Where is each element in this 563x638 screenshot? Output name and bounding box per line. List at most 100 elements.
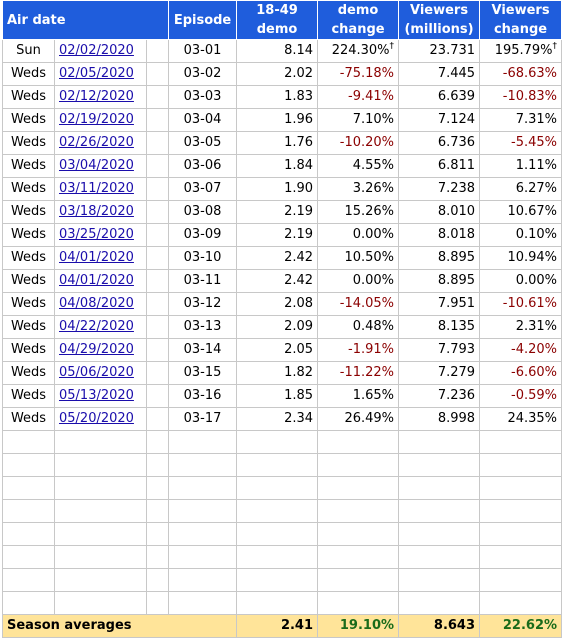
blank-cell [145, 361, 170, 385]
air-day: Weds [2, 269, 55, 293]
air-date-link[interactable]: 02/12/2020 [59, 89, 134, 104]
demo-change-cell: 1.65% [317, 384, 400, 408]
empty-cell [145, 430, 170, 454]
demo-change-cell: -14.05% [317, 292, 400, 316]
air-date-link[interactable]: 04/08/2020 [59, 296, 134, 311]
table-row: Weds 02/05/2020 03-02 2.02 -75.18% 7.445 -68.6… [2, 62, 563, 86]
empty-row [2, 430, 563, 454]
air-date-link[interactable]: 03/18/2020 [59, 204, 134, 219]
demo-cell: 2.19 [236, 200, 319, 224]
air-date-cell: 04/08/2020 [54, 292, 147, 316]
empty-cell [145, 476, 170, 500]
air-date-cell: 02/05/2020 [54, 62, 147, 86]
air-day: Weds [2, 154, 55, 178]
viewers-cell: 6.736 [398, 131, 481, 155]
episode-cell: 03-14 [168, 338, 238, 362]
empty-cell [317, 591, 400, 615]
air-date-link[interactable]: 02/26/2020 [59, 135, 134, 150]
air-date-link[interactable]: 03/25/2020 [59, 227, 134, 242]
empty-cell [479, 430, 563, 454]
episode-cell: 03-10 [168, 246, 238, 270]
demo-cell: 2.02 [236, 62, 319, 86]
demo-change-cell: 26.49% [317, 407, 400, 431]
viewers-cell: 6.639 [398, 85, 481, 109]
air-date-cell: 02/12/2020 [54, 85, 147, 109]
viewers-change-value: 0.00% [515, 273, 558, 288]
viewers-change-value: 24.35% [507, 411, 558, 426]
header-demo-change[interactable]: demo change [317, 0, 400, 40]
viewers-cell: 6.811 [398, 154, 481, 178]
viewers-cell: 7.236 [398, 384, 481, 408]
empty-cell [236, 499, 319, 523]
demo-change-cell: -9.41% [317, 85, 400, 109]
season-averages-row: Season averages 2.41 19.10% 8.643 22.62% [1, 614, 563, 638]
header-demo[interactable]: 18-49 demo [236, 0, 319, 40]
air-date-link[interactable]: 03/11/2020 [59, 181, 134, 196]
viewers-change-cell: 0.10% [479, 223, 563, 247]
empty-cell [317, 522, 400, 546]
header-episode[interactable]: Episode [168, 0, 238, 40]
empty-cell [145, 591, 170, 615]
demo-cell: 1.96 [236, 108, 319, 132]
air-date-link[interactable]: 02/02/2020 [59, 43, 134, 58]
viewers-change-value: -68.63% [502, 66, 558, 81]
air-date-link[interactable]: 05/06/2020 [59, 365, 134, 380]
viewers-change-cell: 24.35% [479, 407, 563, 431]
air-date-link[interactable]: 05/20/2020 [59, 411, 134, 426]
episode-cell: 03-07 [168, 177, 238, 201]
empty-cell [398, 430, 481, 454]
header-air-date[interactable]: Air date [1, 0, 170, 40]
empty-cell [2, 499, 55, 523]
empty-cell [2, 522, 55, 546]
air-date-link[interactable]: 05/13/2020 [59, 388, 134, 403]
demo-change-cell: -75.18% [317, 62, 400, 86]
header-viewers-change[interactable]: Viewers change [479, 0, 563, 40]
blank-cell [145, 269, 170, 293]
blank-cell [145, 177, 170, 201]
air-date-link[interactable]: 02/19/2020 [59, 112, 134, 127]
empty-cell [2, 476, 55, 500]
viewers-change-value: 6.27% [515, 181, 558, 196]
demo-cell: 2.19 [236, 223, 319, 247]
viewers-change-value: 7.31% [515, 112, 558, 127]
empty-cell [2, 568, 55, 592]
viewers-cell: 7.793 [398, 338, 481, 362]
demo-cell: 2.42 [236, 269, 319, 293]
episode-cell: 03-08 [168, 200, 238, 224]
table-body: Sun 02/02/2020 03-01 8.14 224.30%† 23.731 195.… [2, 39, 563, 615]
blank-cell [145, 200, 170, 224]
empty-row [2, 499, 563, 523]
air-date-link[interactable]: 04/01/2020 [59, 250, 134, 265]
header-viewers[interactable]: Viewers (millions) [398, 0, 481, 40]
viewers-cell: 8.135 [398, 315, 481, 339]
demo-cell: 1.83 [236, 85, 319, 109]
empty-cell [236, 430, 319, 454]
viewers-change-cell: 6.27% [479, 177, 563, 201]
demo-change-value: 224.30% [331, 43, 390, 58]
empty-cell [2, 453, 55, 477]
empty-cell [398, 499, 481, 523]
demo-cell: 2.34 [236, 407, 319, 431]
demo-cell: 1.85 [236, 384, 319, 408]
table-row: Weds 04/01/2020 03-11 2.42 0.00% 8.895 0.00% [2, 269, 563, 293]
empty-row [2, 522, 563, 546]
viewers-change-value: -5.45% [511, 135, 558, 150]
empty-cell [168, 453, 238, 477]
empty-cell [398, 453, 481, 477]
table-row: Weds 03/04/2020 03-06 1.84 4.55% 6.811 1.11% [2, 154, 563, 178]
air-date-link[interactable]: 03/04/2020 [59, 158, 134, 173]
viewers-change-cell: -6.60% [479, 361, 563, 385]
empty-cell [236, 545, 319, 569]
empty-cell [236, 522, 319, 546]
air-date-link[interactable]: 02/05/2020 [59, 66, 134, 81]
air-date-cell: 03/04/2020 [54, 154, 147, 178]
air-day: Weds [2, 384, 55, 408]
viewers-change-cell: 1.11% [479, 154, 563, 178]
air-date-link[interactable]: 04/22/2020 [59, 319, 134, 334]
air-date-link[interactable]: 04/01/2020 [59, 273, 134, 288]
empty-cell [398, 545, 481, 569]
empty-cell [168, 545, 238, 569]
episode-cell: 03-06 [168, 154, 238, 178]
air-date-link[interactable]: 04/29/2020 [59, 342, 134, 357]
